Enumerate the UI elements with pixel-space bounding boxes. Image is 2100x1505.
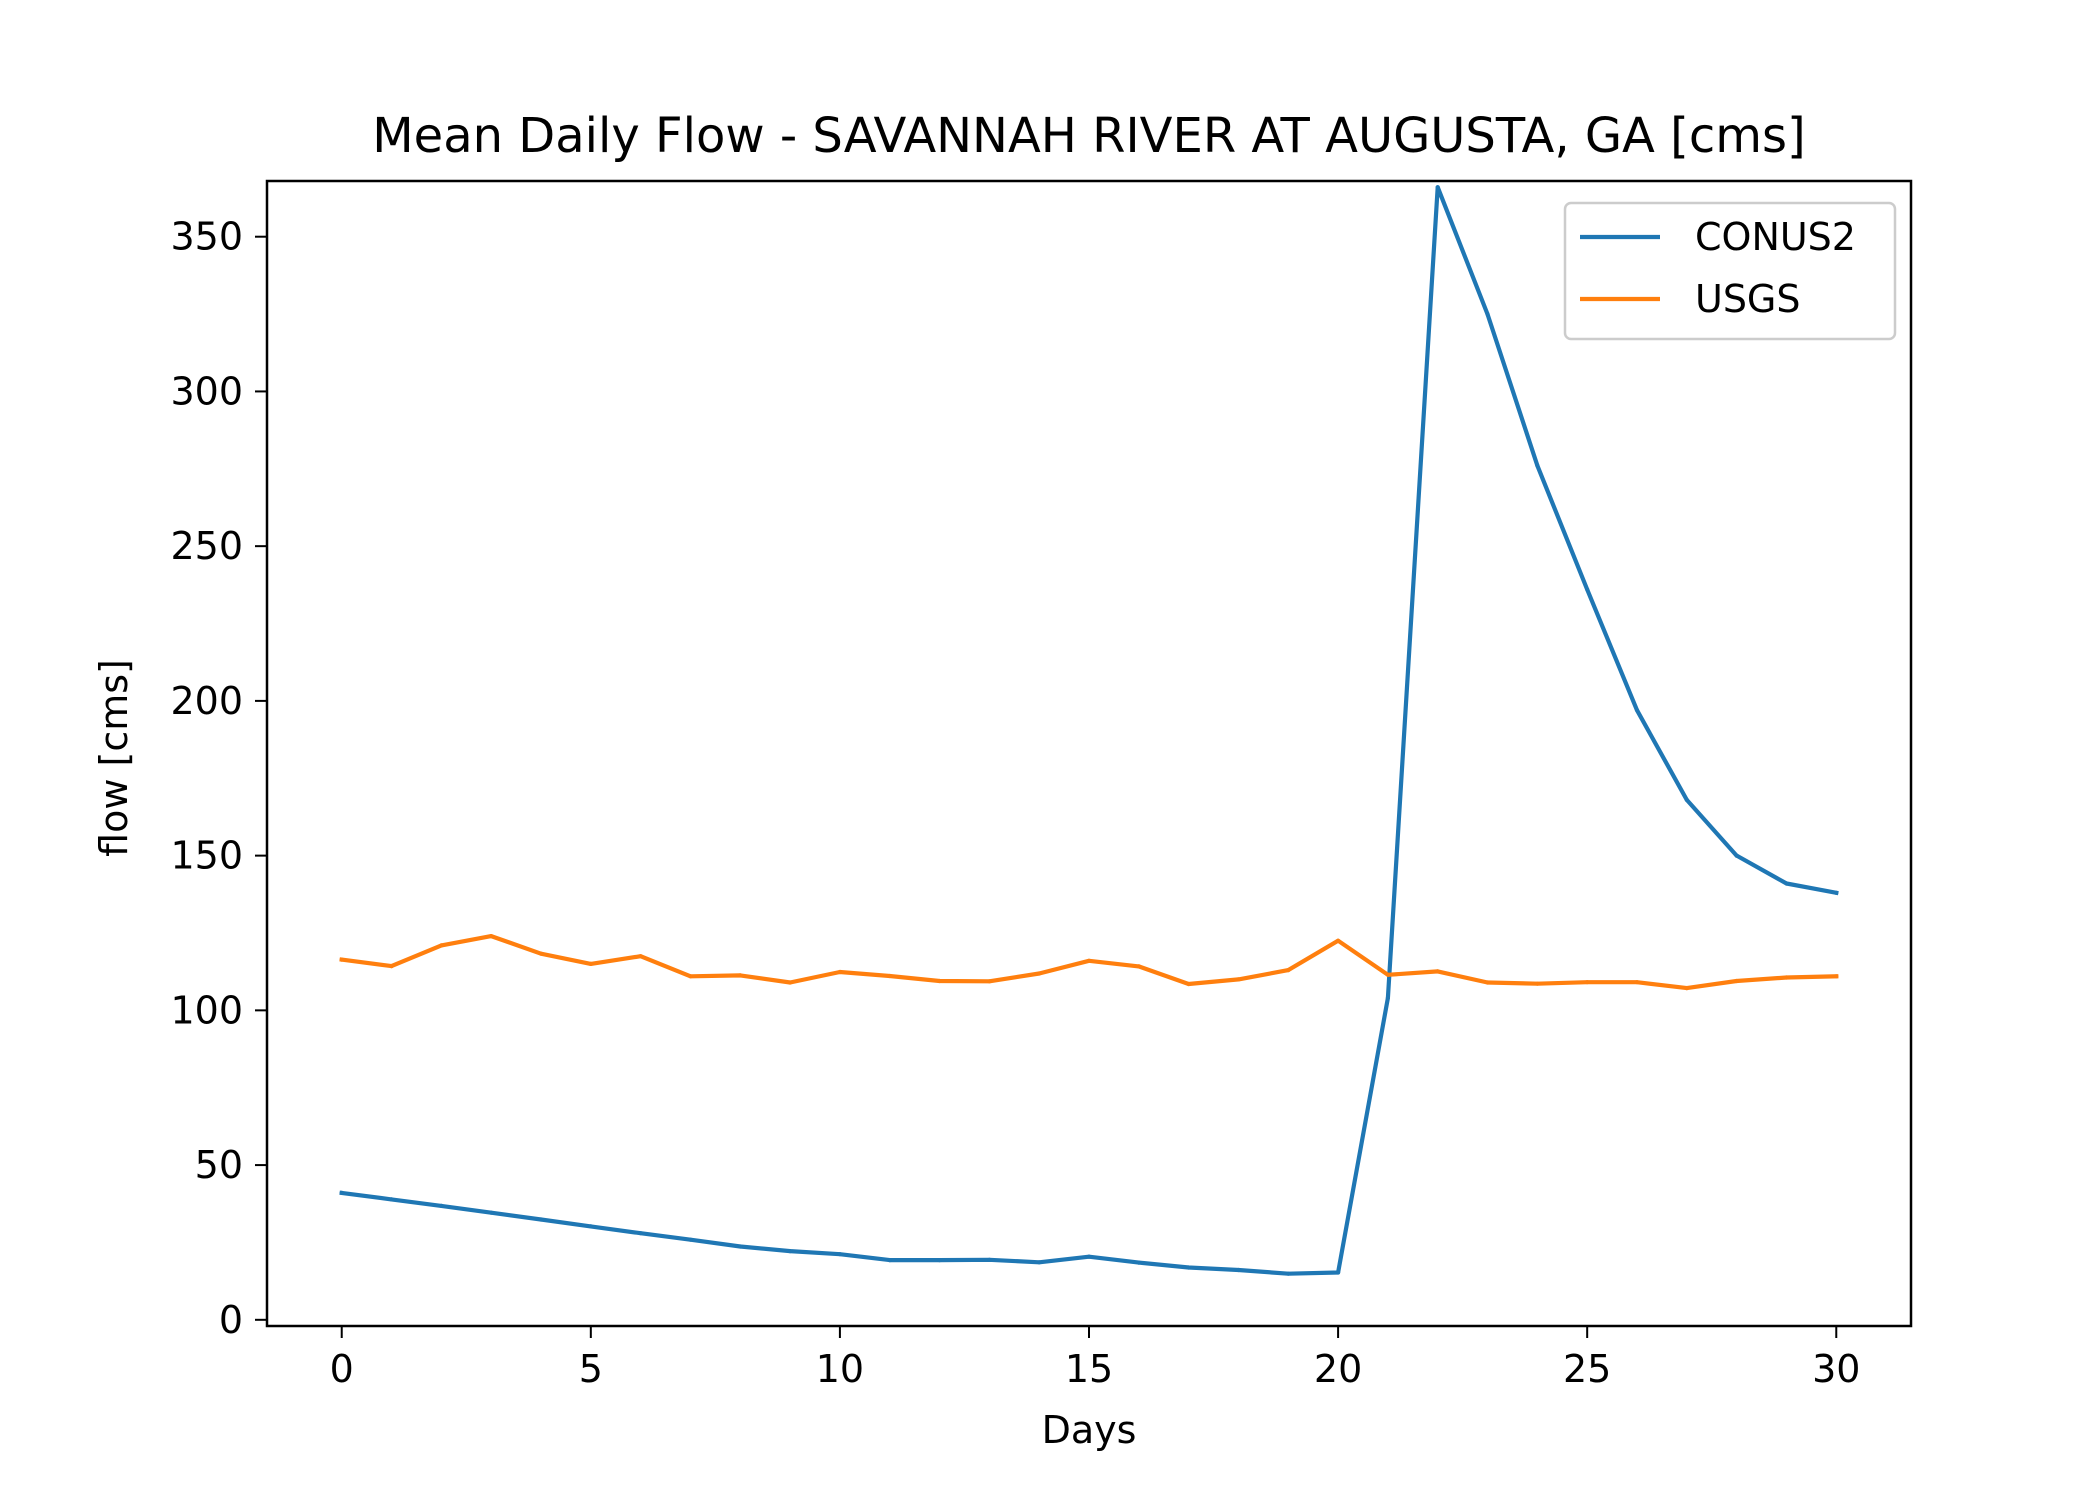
data-point-conus2 <box>588 1224 593 1229</box>
data-point-conus2 <box>1236 1267 1241 1273</box>
x-tick-label: 30 <box>1812 1347 1860 1391</box>
data-point-conus2 <box>339 1190 344 1195</box>
data-point-conus2 <box>1037 1260 1042 1265</box>
data-point-usgs <box>1186 981 1191 987</box>
x-tick-label: 15 <box>1065 1347 1113 1391</box>
data-point-conus2 <box>1834 890 1839 895</box>
data-point-usgs <box>1435 969 1440 974</box>
y-tick-label: 50 <box>195 1143 243 1187</box>
data-point-usgs <box>1385 972 1390 977</box>
data-point-conus2 <box>1535 463 1540 468</box>
data-point-usgs <box>1535 981 1540 986</box>
data-point-conus2 <box>489 1210 494 1215</box>
y-axis-ticks: 0 50 100 150 200 250 300 350 <box>170 215 267 1342</box>
x-axis-label: Days <box>1042 1408 1137 1452</box>
data-point-usgs <box>1236 977 1241 982</box>
y-tick-label: 100 <box>170 988 243 1032</box>
data-point-conus2 <box>1485 312 1490 317</box>
x-axis-ticks: 0 5 10 15 20 25 30 <box>330 1326 1860 1391</box>
data-point-usgs <box>1734 978 1739 984</box>
data-point-conus2 <box>887 1258 892 1263</box>
data-point-usgs <box>688 974 693 979</box>
x-tick-label: 25 <box>1563 1347 1611 1391</box>
data-point-conus2 <box>1684 797 1689 803</box>
data-point-usgs <box>489 934 494 939</box>
data-point-conus2 <box>788 1249 793 1254</box>
data-point-usgs <box>1336 938 1341 943</box>
data-point-usgs <box>837 969 843 975</box>
data-point-conus2 <box>1136 1260 1141 1265</box>
plot-area-frame <box>265 179 1913 1328</box>
data-point-usgs <box>887 973 892 979</box>
data-point-conus2 <box>987 1257 992 1262</box>
data-point-conus2 <box>1385 995 1390 1001</box>
data-point-conus2 <box>1585 587 1590 592</box>
data-point-usgs <box>1086 958 1092 963</box>
data-point-usgs <box>538 951 544 956</box>
data-point-conus2 <box>1186 1265 1191 1270</box>
data-point-usgs <box>1784 975 1789 980</box>
data-point-conus2 <box>1734 853 1739 858</box>
data-point-usgs <box>1585 980 1590 985</box>
x-tick-label: 0 <box>330 1347 354 1391</box>
y-tick-label: 300 <box>170 369 243 413</box>
data-point-usgs <box>588 961 593 967</box>
legend-label-usgs: USGS <box>1695 277 1801 321</box>
legend-label-conus2: CONUS2 <box>1695 215 1856 259</box>
y-axis-label: flow [cms] <box>92 659 136 857</box>
series-layer <box>339 185 1839 1276</box>
data-point-usgs <box>1684 986 1689 991</box>
data-point-usgs <box>1634 980 1640 985</box>
x-tick-label: 20 <box>1314 1347 1362 1391</box>
data-point-conus2 <box>1086 1254 1092 1259</box>
data-point-conus2 <box>738 1244 743 1249</box>
data-point-conus2 <box>389 1197 394 1202</box>
data-point-conus2 <box>1784 881 1789 886</box>
data-point-conus2 <box>937 1258 942 1263</box>
data-point-usgs <box>1136 964 1141 969</box>
y-tick-label: 200 <box>170 679 243 723</box>
data-point-usgs <box>1485 980 1490 985</box>
data-point-usgs <box>987 979 992 984</box>
y-tick-label: 150 <box>170 834 243 878</box>
y-tick-label: 250 <box>170 524 243 568</box>
data-point-conus2 <box>1336 1270 1341 1275</box>
data-point-usgs <box>1037 971 1042 976</box>
data-point-usgs <box>937 978 942 984</box>
data-point-conus2 <box>538 1217 544 1222</box>
data-point-usgs <box>1286 968 1291 973</box>
data-point-conus2 <box>688 1237 693 1242</box>
data-point-usgs <box>788 980 793 985</box>
data-point-conus2 <box>439 1203 444 1208</box>
data-point-usgs <box>439 943 444 948</box>
data-point-usgs <box>389 964 394 969</box>
data-point-conus2 <box>638 1231 643 1236</box>
data-point-usgs <box>339 957 344 962</box>
data-point-usgs <box>738 973 743 978</box>
data-point-conus2 <box>1435 185 1440 190</box>
data-point-conus2 <box>1286 1271 1291 1276</box>
y-tick-label: 350 <box>170 215 243 259</box>
x-tick-label: 5 <box>579 1347 603 1391</box>
data-point-conus2 <box>1634 708 1640 713</box>
y-tick-label: 0 <box>219 1298 243 1342</box>
x-tick-label: 10 <box>816 1347 864 1391</box>
chart-title: Mean Daily Flow - SAVANNAH RIVER AT AUGU… <box>372 108 1805 164</box>
data-point-usgs <box>1834 974 1839 979</box>
data-point-usgs <box>638 954 643 959</box>
data-point-conus2 <box>837 1252 843 1257</box>
legend: CONUS2 USGS <box>1563 201 1897 341</box>
